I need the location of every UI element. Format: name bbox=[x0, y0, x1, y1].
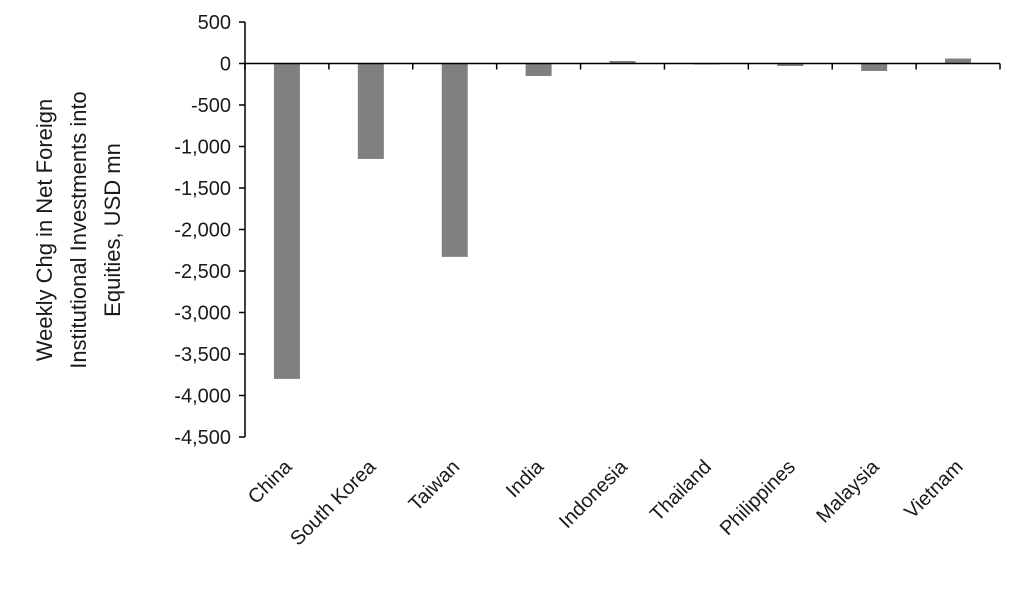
x-tick-label: India bbox=[502, 455, 549, 502]
y-tick-label: -2,500 bbox=[174, 261, 231, 283]
y-tick-label: -1,000 bbox=[174, 137, 231, 159]
x-tick-label: Vietnam bbox=[900, 456, 967, 523]
bar-taiwan bbox=[441, 63, 468, 257]
y-axis-title-line: Institutional Investments into bbox=[66, 91, 91, 369]
bar-india bbox=[525, 63, 552, 76]
bar-china bbox=[273, 63, 300, 379]
y-tick-label: -3,500 bbox=[174, 344, 231, 366]
x-tick-label: South Korea bbox=[286, 455, 381, 550]
bar-malaysia bbox=[861, 63, 888, 71]
y-tick-label: -2,000 bbox=[174, 220, 231, 242]
y-axis-ticks: 500 0 -500 -1,000 -1,500 -2,000 -2,500 -3,000 -3… bbox=[174, 12, 245, 449]
y-axis-title-line: Equities, USD mn bbox=[100, 143, 125, 317]
y-axis-title-line: Weekly Chg in Net Foreign bbox=[32, 99, 57, 362]
x-tick-label: Thailand bbox=[646, 456, 716, 526]
y-tick-label: -4,000 bbox=[174, 386, 231, 408]
bar-series bbox=[273, 58, 972, 379]
y-tick-label: -1,500 bbox=[174, 178, 231, 200]
bar-vietnam bbox=[945, 58, 972, 64]
y-tick-label: 500 bbox=[198, 12, 231, 34]
bar-south-korea bbox=[357, 63, 384, 159]
axes bbox=[244, 22, 1001, 437]
x-tick-label: Malaysia bbox=[812, 455, 884, 527]
x-tick-label: Philippines bbox=[716, 456, 800, 540]
y-axis-title: Weekly Chg in Net Foreign Institutional I… bbox=[32, 91, 125, 369]
bar-philippines bbox=[777, 63, 804, 66]
x-tick-label: Indonesia bbox=[555, 455, 633, 533]
y-tick-label: -3,000 bbox=[174, 303, 231, 325]
y-tick-label: -4,500 bbox=[174, 427, 231, 449]
y-tick-label: 0 bbox=[220, 54, 231, 76]
x-tick-label: China bbox=[244, 455, 297, 508]
y-tick-label: -500 bbox=[191, 95, 231, 117]
x-tick-label: Taiwan bbox=[405, 456, 465, 516]
bar-indonesia bbox=[609, 61, 636, 64]
